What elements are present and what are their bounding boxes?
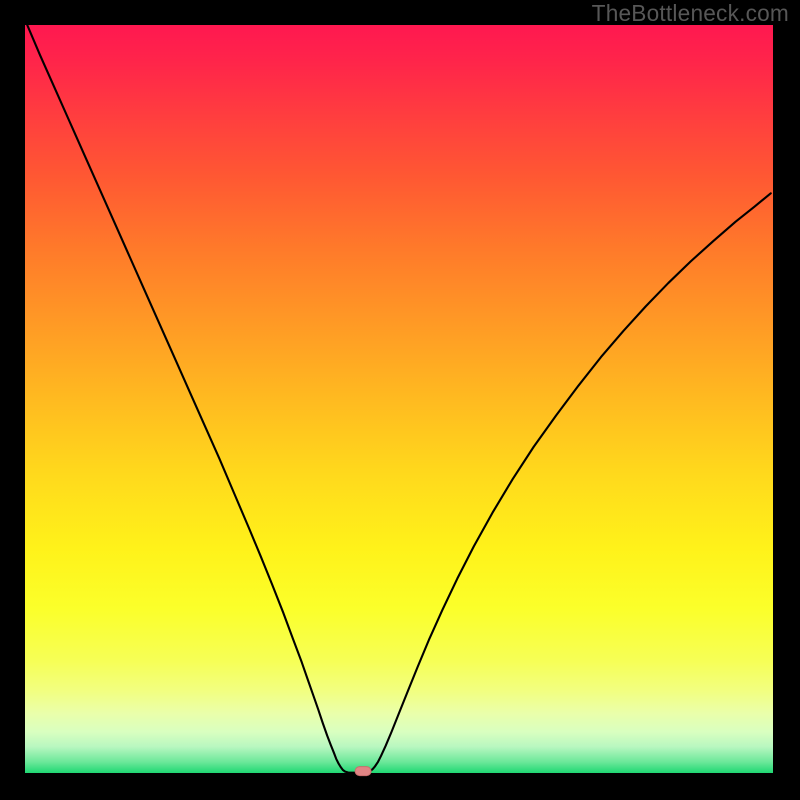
- watermark-label: TheBottleneck.com: [592, 0, 789, 26]
- bottleneck-curve: [27, 25, 771, 773]
- chart-stage: TheBottleneck.com: [0, 0, 800, 800]
- watermark-text: TheBottleneck.com: [592, 0, 789, 27]
- curve-layer: [0, 0, 800, 800]
- minimum-marker: [355, 767, 371, 776]
